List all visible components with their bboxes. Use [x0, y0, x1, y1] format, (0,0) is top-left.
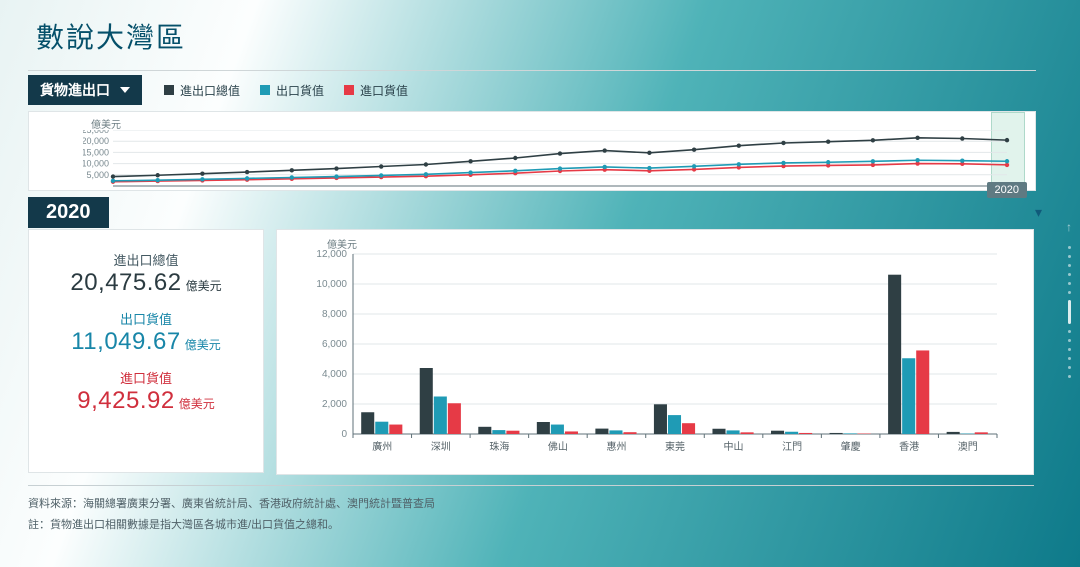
- legend-export[interactable]: 出口貨值: [260, 82, 324, 99]
- svg-text:0: 0: [341, 429, 347, 440]
- svg-text:2,000: 2,000: [322, 399, 347, 410]
- svg-text:6,000: 6,000: [322, 339, 347, 350]
- svg-text:惠州: 惠州: [606, 440, 626, 453]
- svg-text:肇慶: 肇慶: [841, 440, 861, 453]
- bar-svg: 0 2,000 4,000 6,000 8,000 10,000 12,000 廣州 深圳 珠海 佛…: [307, 248, 1027, 470]
- legend-swatch-import: [344, 85, 354, 95]
- svg-text:10,000: 10,000: [316, 279, 347, 290]
- stat-export: 出口貨值 11,049.67 億美元: [39, 309, 253, 356]
- stat-total: 進出口總值 20,475.62 億美元: [39, 250, 253, 297]
- legend-label: 進出口總值: [180, 82, 240, 99]
- arrow-up-icon: ↑: [1066, 220, 1072, 234]
- svg-text:25,000: 25,000: [83, 130, 109, 135]
- timeline-chart[interactable]: 億美元 5,00010,00015,00020,00025,000 2020: [28, 111, 1036, 191]
- stats-card: 進出口總值 20,475.62 億美元 出口貨值 11,049.67 億美元 進口貨…: [28, 229, 264, 473]
- svg-text:江門: 江門: [782, 441, 802, 453]
- city-bar-chart: 億美元 02,0004,0006,0008,00010,00012,000廣州深…: [276, 229, 1034, 475]
- year-tab: 2020: [28, 197, 109, 228]
- timeline-svg: 5,00010,000 15,00020,00025,000: [83, 130, 1023, 188]
- svg-text:澳門: 澳門: [958, 440, 978, 453]
- svg-text:10,000: 10,000: [83, 159, 109, 169]
- stat-label: 進口貨值: [39, 368, 253, 387]
- page-title: 數說大灣區: [36, 16, 1036, 56]
- stat-value: 20,475.62: [70, 269, 181, 296]
- legend-total[interactable]: 進出口總值: [164, 82, 240, 99]
- footnotes: 資料來源：海關總署廣東分署、廣東省統計局、香港政府統計處、澳門統計暨普查局 註：…: [28, 485, 1034, 536]
- svg-text:5,000: 5,000: [86, 170, 109, 180]
- svg-text:廣州: 廣州: [372, 440, 392, 453]
- stat-label: 出口貨值: [39, 309, 253, 328]
- svg-text:12,000: 12,000: [316, 249, 347, 260]
- side-scroll-indicator: ↑: [1064, 220, 1074, 400]
- timeline-focus-year-tag: 2020: [987, 182, 1027, 198]
- stat-unit: 億美元: [185, 338, 221, 352]
- footnote-note: 註：貨物進出口相關數據是指大灣區各城市進/出口貨值之總和。: [28, 515, 1034, 536]
- stat-value: 11,049.67: [71, 328, 181, 355]
- svg-text:深圳: 深圳: [431, 441, 451, 453]
- stat-unit: 億美元: [179, 397, 215, 411]
- svg-text:東莞: 東莞: [665, 440, 685, 453]
- mini-y-label: 億美元: [91, 116, 121, 131]
- svg-text:4,000: 4,000: [322, 369, 347, 380]
- legend-swatch-export: [260, 85, 270, 95]
- toolbar: 貨物進出口 進出口總值 出口貨值 進口貨值: [28, 70, 1036, 105]
- legend-import[interactable]: 進口貨值: [344, 82, 408, 99]
- legend: 進出口總值 出口貨值 進口貨值: [164, 82, 408, 99]
- svg-text:15,000: 15,000: [83, 147, 109, 157]
- filter-icon[interactable]: ▾: [1035, 204, 1042, 221]
- chevron-down-icon: [120, 87, 130, 93]
- stat-unit: 億美元: [186, 279, 222, 293]
- svg-text:20,000: 20,000: [83, 136, 109, 146]
- stat-import: 進口貨值 9,425.92 億美元: [39, 368, 253, 415]
- svg-text:8,000: 8,000: [322, 309, 347, 320]
- metric-dropdown[interactable]: 貨物進出口: [28, 75, 142, 105]
- legend-label: 進口貨值: [360, 82, 408, 99]
- footnote-source: 資料來源：海關總署廣東分署、廣東省統計局、香港政府統計處、澳門統計暨普查局: [28, 494, 1034, 515]
- stat-label: 進出口總值: [39, 250, 253, 269]
- legend-swatch-total: [164, 85, 174, 95]
- legend-label: 出口貨值: [276, 82, 324, 99]
- svg-text:佛山: 佛山: [548, 440, 568, 453]
- svg-text:香港: 香港: [899, 441, 919, 453]
- svg-text:中山: 中山: [724, 440, 744, 453]
- svg-text:珠海: 珠海: [489, 440, 509, 453]
- stat-value: 9,425.92: [77, 387, 174, 414]
- metric-dropdown-label: 貨物進出口: [40, 80, 110, 100]
